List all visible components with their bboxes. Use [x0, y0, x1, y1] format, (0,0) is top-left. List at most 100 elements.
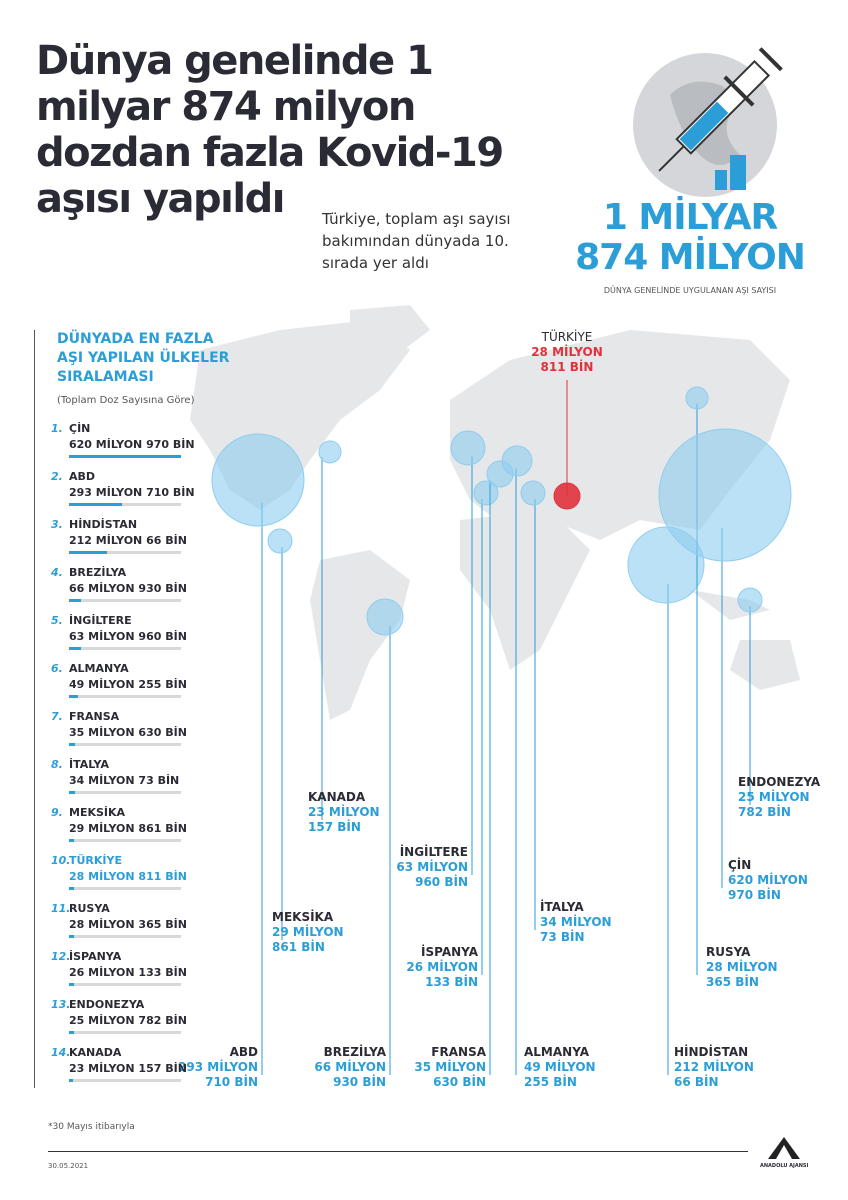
rank: 2. — [51, 470, 63, 483]
map-label: FRANSA 35 MİLYON 630 BİN — [414, 1045, 486, 1090]
bubble-6 — [473, 480, 499, 506]
rank: 12. — [51, 950, 71, 963]
map-label-value: 811 BİN — [540, 360, 594, 374]
ranking-item: 2. ABD 293 MİLYON 710 BİN — [51, 470, 234, 518]
dose-value: 28 MİLYON 811 BİN — [69, 870, 187, 883]
dose-bar-fill — [69, 983, 74, 986]
dose-bar — [69, 503, 181, 506]
footer-divider — [48, 1151, 748, 1152]
rank: 5. — [51, 614, 63, 627]
map-label-country: İNGİLTERE — [399, 845, 468, 859]
rank: 8. — [51, 758, 63, 771]
dose-bar — [69, 455, 181, 458]
dose-bar — [69, 551, 181, 554]
dose-bar-fill — [69, 599, 82, 602]
dose-bar-fill — [69, 935, 75, 938]
country: ALMANYA — [69, 662, 129, 675]
map-label-value: 28 MİLYON — [706, 960, 778, 974]
dose-value: 63 MİLYON 960 BİN — [69, 630, 187, 643]
map-label-country: HİNDİSTAN — [674, 1045, 749, 1059]
map-label-value: 63 MİLYON — [396, 860, 468, 874]
map-label-value: 365 BİN — [706, 975, 759, 989]
country: İTALYA — [69, 758, 109, 771]
bubble-11 — [685, 386, 709, 410]
ranking-subtitle: (Toplam Doz Sayısına Göre) — [57, 395, 195, 406]
map-label-value: 66 MİLYON — [314, 1060, 386, 1074]
dose-bar — [69, 743, 181, 746]
map-label-value: 29 MİLYON — [272, 925, 344, 939]
map-label: RUSYA 28 MİLYON 365 BİN — [706, 945, 778, 990]
map-label-value: 23 MİLYON — [308, 805, 380, 819]
map-label: İTALYA 34 MİLYON 73 BİN — [540, 900, 612, 945]
map-label-value: 73 BİN — [540, 930, 585, 944]
map-label-value: 212 MİLYON — [674, 1060, 754, 1074]
ranking-title: DÜNYADA EN FAZLA AŞI YAPILAN ÜLKELER SIR… — [57, 331, 230, 385]
bubble-13 — [737, 587, 763, 613]
dose-bar — [69, 599, 181, 602]
dose-value: 66 MİLYON 930 BİN — [69, 582, 187, 595]
map-label-country: ENDONEZYA — [738, 775, 821, 789]
map-label-value: 49 MİLYON — [524, 1060, 596, 1074]
ranking-item: 5. İNGİLTERE 63 MİLYON 960 BİN — [51, 614, 234, 662]
bubble-9 — [520, 480, 546, 506]
dose-value: 25 MİLYON 782 BİN — [69, 1014, 187, 1027]
map-label-value: 861 BİN — [272, 940, 325, 954]
rank: 11. — [51, 902, 71, 915]
dose-value: 23 MİLYON 157 BİN — [69, 1062, 187, 1075]
map-label-country: ALMANYA — [524, 1045, 590, 1059]
dose-bar-fill — [69, 503, 122, 506]
map-label-value: 710 BİN — [205, 1075, 258, 1089]
dose-value: 35 MİLYON 630 BİN — [69, 726, 187, 739]
rank: 4. — [51, 566, 63, 579]
dose-value: 293 MİLYON 710 BİN — [69, 486, 195, 499]
ranking-item: 8. İTALYA 34 MİLYON 73 BİN — [51, 758, 234, 806]
date: 30.05.2021 — [48, 1162, 89, 1170]
country: HİNDİSTAN — [69, 518, 138, 531]
country: BREZİLYA — [69, 566, 127, 579]
dose-bar — [69, 791, 181, 794]
country: ENDONEZYA — [69, 998, 145, 1011]
dose-bar-fill — [69, 455, 181, 458]
country: İNGİLTERE — [69, 614, 132, 627]
dose-value: 29 MİLYON 861 BİN — [69, 822, 187, 835]
map-label-value: 970 BİN — [728, 888, 781, 902]
dose-value: 28 MİLYON 365 BİN — [69, 918, 187, 931]
map-label: BREZİLYA 66 MİLYON 930 BİN — [314, 1045, 386, 1090]
rank: 13. — [51, 998, 71, 1011]
dose-bar — [69, 695, 181, 698]
rank: 10. — [51, 854, 71, 867]
map-label-country: RUSYA — [706, 945, 751, 959]
ranking-item: 12. İSPANYA 26 MİLYON 133 BİN — [51, 950, 234, 998]
map-label-country: FRANSA — [431, 1045, 486, 1059]
ranking-item: 13. ENDONEZYA 25 MİLYON 782 BİN — [51, 998, 234, 1046]
dose-bar — [69, 1079, 181, 1082]
page-title: Dünya genelinde 1 milyar 874 milyon dozd… — [36, 38, 504, 222]
ranking-item: 9. MEKSİKA 29 MİLYON 861 BİN — [51, 806, 234, 854]
map-label-value: 133 BİN — [425, 975, 478, 989]
map-label-value: 157 BİN — [308, 820, 361, 834]
ranking-item: 1. ÇİN 620 MİLYON 970 BİN — [51, 422, 234, 470]
dose-bar-fill — [69, 551, 108, 554]
map-label-country: MEKSİKA — [272, 910, 334, 924]
map-label-value: 26 MİLYON — [406, 960, 478, 974]
total-line2: 874 MİLYON — [575, 237, 806, 278]
map-label-value: 255 BİN — [524, 1075, 577, 1089]
bubble-0 — [553, 482, 581, 510]
map-label-country: TÜRKİYE — [541, 330, 593, 344]
map-label-value: 35 MİLYON — [414, 1060, 486, 1074]
country: TÜRKİYE — [69, 854, 123, 867]
country: MEKSİKA — [69, 806, 126, 819]
country: ABD — [69, 470, 96, 483]
map-label: İSPANYA 26 MİLYON 133 BİN — [406, 945, 478, 990]
map-label-country: İSPANYA — [421, 945, 478, 959]
map-label-value: 25 MİLYON — [738, 790, 810, 804]
rank: 1. — [51, 422, 63, 435]
dose-bar-fill — [69, 743, 76, 746]
map-label-value: 630 BİN — [433, 1075, 486, 1089]
bubble-8 — [501, 445, 533, 477]
rank: 6. — [51, 662, 63, 675]
rank: 9. — [51, 806, 63, 819]
map-label: ÇİN 620 MİLYON 970 BİN — [728, 858, 808, 903]
dose-bar-fill — [69, 791, 76, 794]
map-label: KANADA 23 MİLYON 157 BİN — [308, 790, 380, 835]
